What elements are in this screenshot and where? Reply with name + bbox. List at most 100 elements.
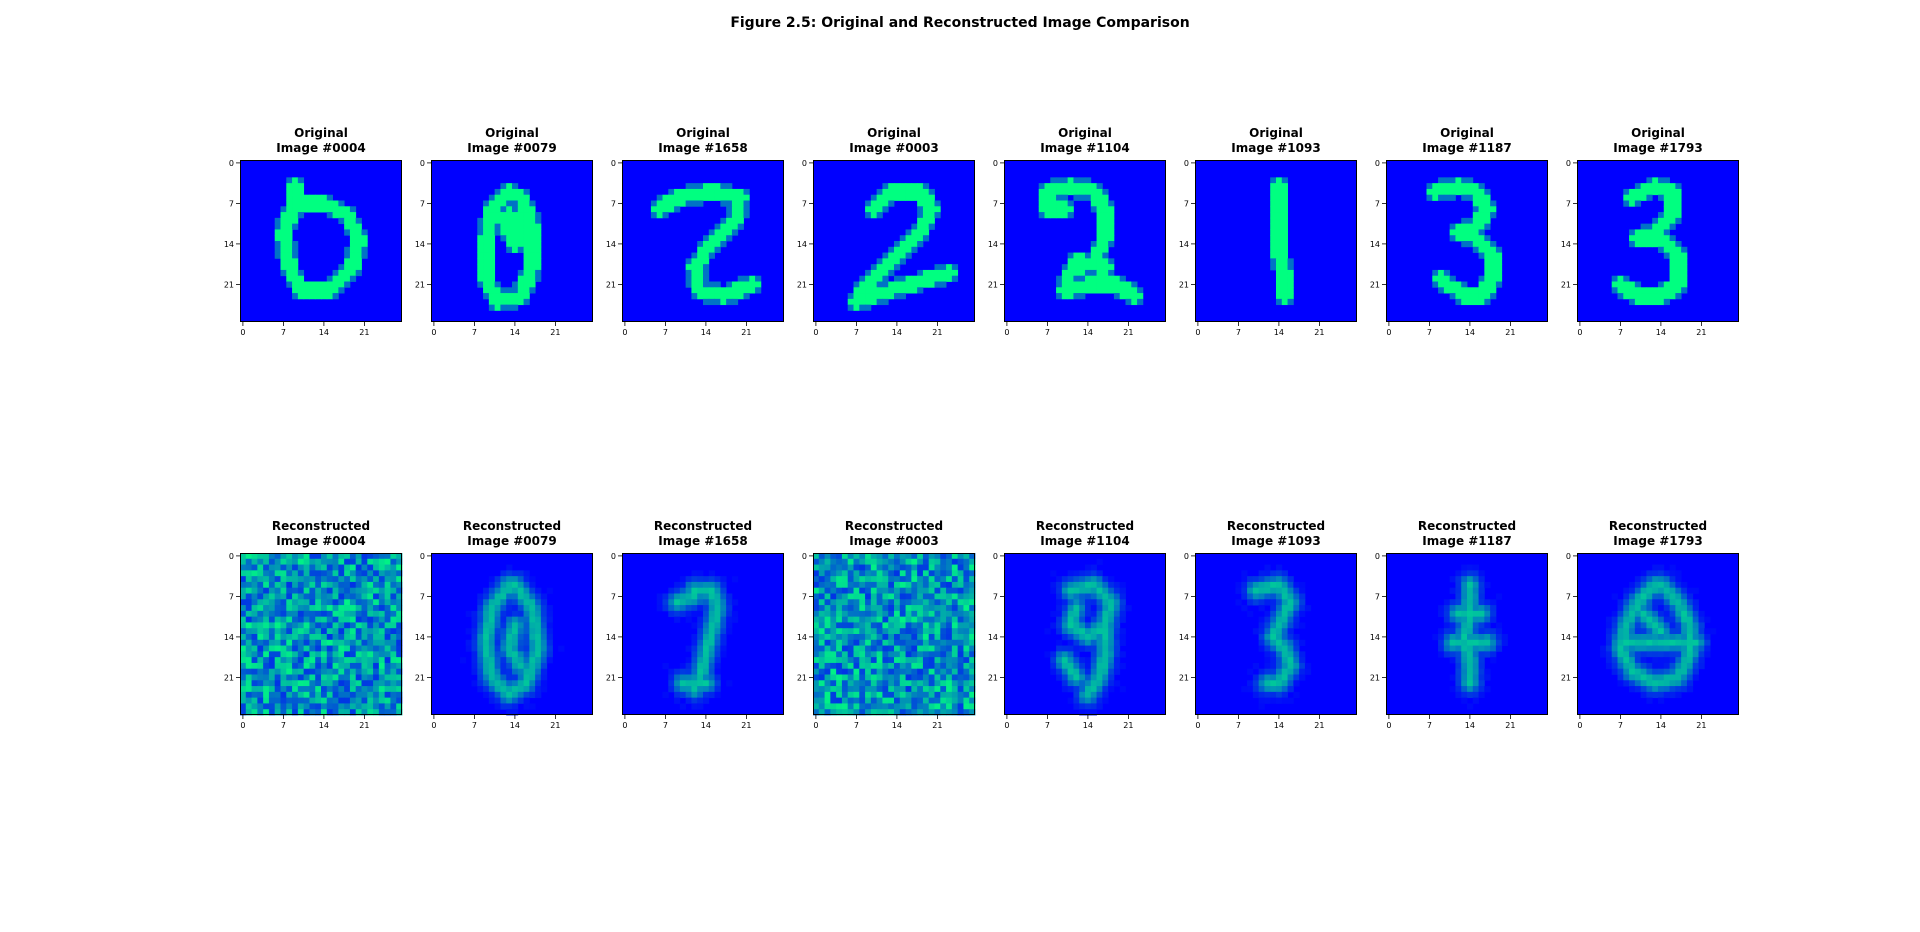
pixel-cell [1669, 183, 1676, 190]
pixel-cell [529, 628, 536, 635]
pixel-cell [830, 628, 837, 635]
pixel-cell [1663, 287, 1670, 294]
pixel-cell [720, 183, 727, 190]
pixel-cell [280, 587, 287, 594]
pixel-cell [477, 610, 484, 618]
pixel-cell [338, 212, 345, 219]
pixel-cell [882, 200, 889, 207]
pixel-cell [917, 212, 924, 219]
pixel-cell [1276, 298, 1283, 306]
pixel-cell [1276, 194, 1283, 201]
pixel-cell [1281, 634, 1288, 641]
pixel-cell [1113, 645, 1121, 652]
pixel-cell [749, 287, 756, 294]
pixel-cell [876, 599, 883, 606]
pixel-cell [1467, 662, 1474, 670]
pixel-cell [928, 581, 935, 589]
pixel-cell [1056, 194, 1063, 201]
pixel-cell [1686, 610, 1694, 618]
pixel-cell [703, 183, 710, 190]
pixel-cell [344, 206, 351, 213]
pixel-cell [1258, 587, 1265, 594]
pixel-cell [836, 691, 843, 699]
pixel-cell [280, 709, 287, 716]
pixel-cell [1467, 657, 1474, 664]
pixel-cell [512, 188, 519, 196]
pixel-cell [830, 703, 837, 710]
pixel-cell [1085, 287, 1092, 294]
pixel-cell [1484, 616, 1491, 623]
pixel-cell [894, 686, 901, 693]
pixel-cell [1067, 570, 1074, 577]
pixel-cell [708, 593, 715, 600]
pixel-cell [865, 581, 872, 589]
pixel-cell [1102, 241, 1109, 248]
pixel-cell [847, 616, 854, 623]
pixel-cell [1085, 703, 1092, 710]
pixel-cell [957, 674, 964, 681]
pixel-cell [1704, 639, 1711, 646]
pixel-cell [714, 605, 721, 612]
pixel-cell [251, 564, 258, 571]
pixel-cell [326, 599, 333, 606]
pixel-cell [500, 293, 507, 300]
pixel-cell [303, 194, 310, 201]
pixel-cell [1056, 212, 1063, 219]
pixel-cell [540, 593, 548, 600]
pixel-cell [535, 668, 542, 675]
pixel-cell [1108, 281, 1115, 288]
x-tick-label: 7 [1618, 328, 1623, 337]
pixel-cell [1634, 298, 1642, 306]
pixel-cell [726, 206, 733, 213]
pixel-cell [488, 269, 496, 277]
pixel-cell [818, 645, 825, 652]
pixel-cell [1461, 217, 1468, 225]
pixel-cell [1646, 241, 1653, 248]
pixel-cell [708, 229, 715, 236]
pixel-cell [685, 599, 692, 606]
pixel-cell [355, 258, 362, 265]
pixel-cell [257, 703, 264, 710]
pixel-cell [1472, 634, 1479, 641]
pixel-cell [303, 581, 310, 589]
pixel-cell [1461, 639, 1468, 646]
pixel-cell [338, 576, 345, 583]
pixel-cell [297, 697, 305, 704]
pixel-cell [344, 709, 351, 716]
pixel-cell [1669, 605, 1676, 612]
pixel-cell [899, 558, 906, 565]
pixel-cell [523, 599, 530, 606]
pixel-cell [1663, 674, 1670, 681]
pixel-cell [928, 593, 935, 600]
pixel-cell [963, 581, 970, 589]
pixel-cell [297, 581, 305, 589]
pixel-cell [1461, 651, 1468, 658]
pixel-cell [818, 668, 825, 675]
pixel-cell [853, 622, 860, 629]
pixel-cell [1137, 298, 1144, 306]
pixel-cell [488, 241, 496, 248]
pixel-cell [378, 610, 386, 618]
pixel-cell [957, 587, 964, 594]
pixel-cell [1056, 674, 1063, 681]
pixel-cell [303, 553, 310, 560]
pixel-cell [876, 686, 883, 693]
pixel-cell [384, 639, 391, 646]
pixel-cell [1640, 616, 1647, 623]
pixel-cell [876, 657, 883, 664]
pixel-cell [344, 657, 351, 664]
pixel-cell [1658, 235, 1665, 242]
pixel-cell [1287, 269, 1294, 277]
pixel-cell [1490, 269, 1497, 277]
pixel-cell [274, 691, 281, 699]
pixel-cell [1067, 269, 1074, 277]
pixel-cell [1056, 605, 1063, 612]
pixel-cell [708, 246, 715, 253]
pixel-cell [390, 651, 397, 658]
pixel-cell [494, 686, 501, 693]
pixel-cell [899, 293, 906, 300]
pixel-cell [899, 616, 906, 623]
pixel-cell [1281, 223, 1288, 230]
pixel-cell [703, 662, 710, 670]
